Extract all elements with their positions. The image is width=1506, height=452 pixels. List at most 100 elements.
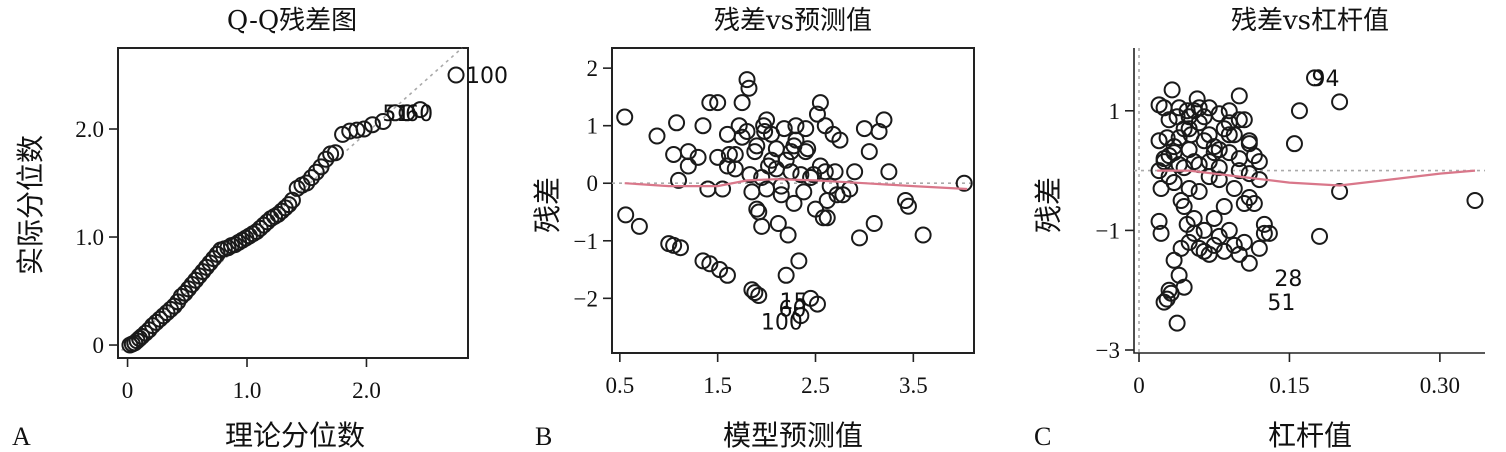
panel-b-y-tick-label: −2: [574, 286, 598, 311]
panel-c-data-point: [1190, 99, 1208, 117]
panel-b-data-point: [709, 94, 727, 112]
panel-a-x-tick-label: 1.0: [233, 378, 262, 403]
panel-b-data-point: [748, 200, 766, 218]
panel-c-data-point: [1155, 153, 1173, 171]
panel-b-data-point: [779, 226, 797, 244]
panel-b-data-point: [880, 163, 898, 181]
panel-b-y-tick-label: 1: [587, 114, 599, 139]
panel-a-x-tick-label: 2.0: [352, 378, 381, 403]
panel-c-data-point: [1240, 189, 1258, 207]
panel-b-data-point: [769, 215, 787, 233]
panel-b-data-point: [824, 125, 842, 143]
panel-b-data-point: [671, 239, 689, 257]
panel-b-data-point: [630, 217, 648, 235]
panel-c-data-point: [1160, 168, 1178, 186]
panel-c-data-point: [1220, 126, 1238, 144]
panel-c-data-point: [1255, 215, 1273, 233]
panel-b-data-point: [855, 120, 873, 138]
panel-b-data-point: [816, 117, 834, 135]
panel-c-data-point: [1165, 174, 1183, 192]
panel-c-data-point: [1195, 108, 1213, 126]
panel-b-data-point: [741, 166, 759, 184]
panel-b-data-point: [875, 111, 893, 129]
panel-b-data-point: [718, 266, 736, 284]
panel-b-data-point: [828, 186, 846, 204]
panel-b-data-point: [777, 266, 795, 284]
panel-c-data-point: [1175, 278, 1193, 296]
panel-b-y-axis-label: 残差: [531, 177, 564, 233]
panel-b-point-label: 100: [761, 310, 803, 335]
panel-c-x-tick-label: 0: [1133, 373, 1145, 398]
panel-a-data-point: [374, 112, 392, 130]
panel-b-data-point: [689, 148, 707, 166]
panel-c-data-point: [1200, 168, 1218, 186]
panel-b-data-point: [726, 145, 744, 163]
panel-b-data-point: [818, 209, 836, 227]
panel-a-y-axis-label: 实际分位数: [14, 135, 47, 275]
panel-b-data-point: [648, 127, 666, 145]
panel-b-data-point: [740, 79, 758, 97]
panel-c-data-point: [1150, 132, 1168, 150]
panel-b-data-point: [795, 183, 813, 201]
panel-a-plot-frame: [117, 47, 469, 359]
panel-b-data-point: [738, 122, 756, 140]
panel-b-data-point: [694, 117, 712, 135]
panel-c-data-point: [1230, 111, 1248, 129]
panel-b-data-point: [738, 71, 756, 89]
panel-b-data-point: [679, 157, 697, 175]
panel-a-data-point: [283, 191, 301, 209]
panel-b-data-point: [699, 180, 717, 198]
panel-c-data-point: [1152, 224, 1170, 242]
panel-c-data-point: [1255, 224, 1273, 242]
panel-b-data-point: [720, 145, 738, 163]
panel-b-data-point: [701, 94, 719, 112]
panel-b-data-point: [718, 157, 736, 175]
panel-b-data-point: [665, 145, 683, 163]
panel-b-x-tick-label: 0.5: [605, 373, 634, 398]
panel-c-smooth-line: [1157, 169, 1476, 187]
panel-c-data-point: [1250, 153, 1268, 171]
panel-b-data-point: [805, 166, 823, 184]
panel-a-data-point: [288, 179, 306, 197]
panel-c-data-point: [1168, 314, 1186, 332]
panel-c-point-label: 28: [1274, 267, 1302, 292]
panel-b-point-label: 60: [779, 298, 807, 323]
panel-b-data-point: [811, 94, 829, 112]
panel-c-data-point: [1190, 183, 1208, 201]
panel-c-y-axis-label: 残差: [1032, 177, 1065, 233]
panel-c-x-axis-label: 杠杆值: [1268, 419, 1352, 452]
panel-c-letter: C: [1034, 422, 1051, 451]
panel-b-data-point: [808, 105, 826, 123]
panel-c-data-point: [1466, 192, 1484, 209]
panel-c-y-tick-label: 1: [1109, 99, 1121, 124]
panel-c-data-point: [1250, 239, 1268, 257]
panel-a-data-point: [447, 66, 465, 84]
panel-c-data-point: [1230, 87, 1248, 105]
panel-b-data-point: [826, 163, 844, 181]
panel-c-data-point: [1188, 90, 1206, 108]
panel-b-data-point: [792, 166, 810, 184]
panel-c-data-point: [1215, 197, 1233, 215]
panel-b-data-point: [750, 286, 768, 304]
panel-a-data-point: [411, 101, 429, 119]
panel-b-data-point: [802, 168, 820, 186]
panel-c-data-point: [1235, 194, 1253, 212]
panel-c-data-point: [1331, 183, 1349, 201]
panel-b-letter: B: [535, 422, 552, 451]
panel-c-data-point: [1205, 236, 1223, 254]
panel-b: 残差vs预测值 模型预测值 残差 B 0.5 1.5 2.5 3.5 −2 −1 0 1 2 15…: [531, 6, 975, 452]
panel-a-data-point: [307, 163, 325, 181]
panel-b-data-point: [756, 122, 774, 140]
panel-c-data-point: [1200, 126, 1218, 144]
panel-b-data-point: [679, 143, 697, 161]
panel-b-data-point: [860, 143, 878, 161]
panel-b-x-tick-label: 3.5: [899, 373, 928, 398]
panel-c-data-point: [1245, 194, 1263, 212]
panel-c-data-point: [1220, 114, 1238, 132]
panel-c-data-point: [1210, 171, 1228, 189]
panel-b-data-point: [899, 197, 917, 215]
